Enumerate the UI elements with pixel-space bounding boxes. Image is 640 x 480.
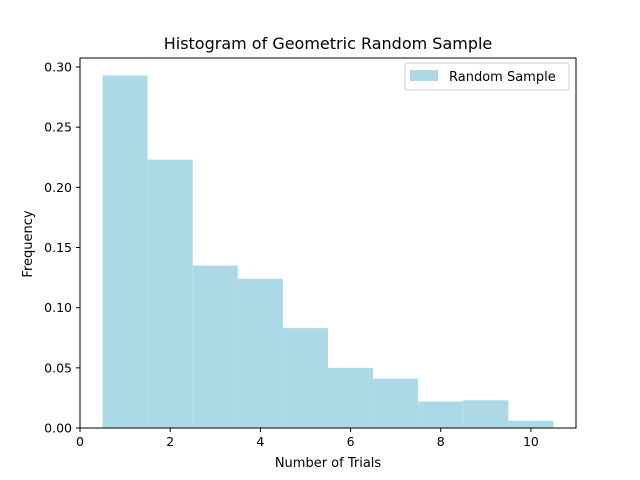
histogram-bar-3 [237,278,283,428]
x-tick-label: 4 [256,434,264,449]
histogram-bar-4 [282,328,328,428]
histogram-bar-5 [328,367,374,428]
y-axis-label: Frequency [21,210,36,277]
bars-group [102,75,554,429]
x-tick-label: 6 [347,434,355,449]
x-tick-label: 0 [76,434,84,449]
x-axis-label: Number of Trials [275,456,382,471]
legend: Random Sample [404,62,570,91]
y-tick-label: 0.10 [44,300,72,315]
y-tick-label: 0.25 [44,120,72,135]
histogram-bar-6 [373,378,419,428]
x-tick-label: 2 [166,434,174,449]
histogram-bar-8 [463,400,509,428]
legend-swatch [410,70,438,81]
x-axis-ticks: 0 2 4 6 8 10 [76,428,539,449]
x-tick-label: 10 [523,434,539,449]
histogram-bar-1 [147,159,193,428]
y-axis-ticks: 0.00 0.05 0.10 0.15 0.20 0.25 0.30 [44,60,80,436]
y-tick-label: 0.20 [44,180,72,195]
histogram-bar-2 [192,265,238,428]
x-tick-label: 8 [437,434,445,449]
y-tick-label: 0.30 [44,60,72,75]
histogram-bar-0 [102,75,148,429]
y-tick-label: 0.00 [44,421,72,436]
histogram-bar-9 [508,420,554,428]
plot-frame [79,57,577,429]
y-tick-label: 0.05 [44,360,72,375]
legend-label-random-sample: Random Sample [449,70,556,85]
chart-title: Histogram of Geometric Random Sample [164,34,493,53]
legend-box [404,62,570,91]
y-tick-label: 0.15 [44,240,72,255]
histogram-bar-7 [418,401,464,428]
